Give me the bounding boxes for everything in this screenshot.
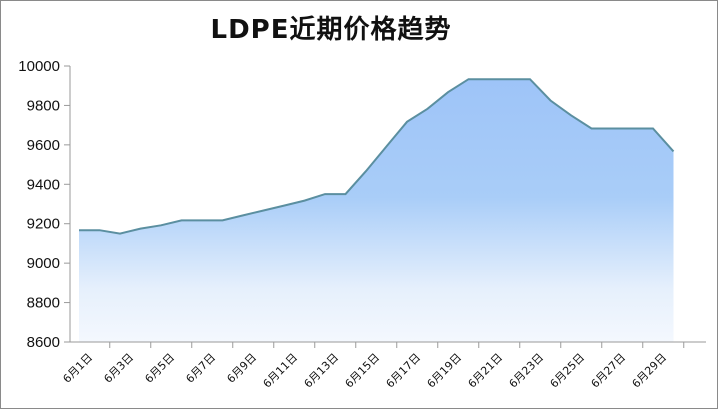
y-tick-label: 9400	[27, 176, 60, 193]
x-tick-label: 6月1日	[60, 351, 95, 386]
x-tick-label: 6月11日	[261, 351, 301, 391]
x-tick-label: 6月9日	[224, 351, 259, 386]
x-tick-label: 6月3日	[101, 351, 136, 386]
price-line	[79, 78, 675, 235]
y-tick-label: 8800	[27, 295, 60, 312]
data-point	[652, 128, 654, 130]
data-point	[119, 233, 121, 235]
x-tick-label: 6月13日	[302, 351, 342, 391]
data-point	[447, 91, 449, 93]
x-tick-label: 6月7日	[183, 351, 218, 386]
area-layer	[78, 78, 675, 342]
data-point	[488, 78, 490, 80]
data-point	[222, 219, 224, 221]
data-point	[324, 193, 326, 195]
data-point	[406, 121, 408, 123]
data-point	[427, 108, 429, 110]
x-tick-labels: 6月1日 6月3日 6月5日 6月7日 6月9日 6月11日 6月13日 6月15日 6月17日…	[60, 351, 669, 391]
data-point	[673, 150, 675, 152]
y-tick-label: 10000	[18, 58, 60, 75]
data-point	[509, 78, 511, 80]
x-tick-label: 6月15日	[343, 351, 383, 391]
data-point	[365, 170, 367, 172]
x-tick-label: 6月17日	[384, 351, 424, 391]
data-point	[160, 224, 162, 226]
axis-layer	[64, 65, 706, 348]
data-point	[632, 128, 634, 130]
data-point	[611, 128, 613, 130]
chart-title: LDPE近期价格趋势	[210, 15, 452, 45]
x-tick-label: 6月21日	[466, 351, 506, 391]
x-tick-label: 6月27日	[589, 351, 629, 391]
data-point	[570, 114, 572, 116]
x-tick-label: 6月25日	[548, 351, 588, 391]
y-tick-label: 8600	[27, 334, 60, 351]
data-point	[550, 100, 552, 102]
data-point	[263, 210, 265, 212]
data-point	[283, 205, 285, 207]
y-tick-label: 9600	[27, 137, 60, 154]
data-point	[181, 219, 183, 221]
data-point	[529, 78, 531, 80]
x-tick-label: 6月23日	[507, 351, 547, 391]
x-tick-label: 6月29日	[630, 351, 670, 391]
data-point	[201, 219, 203, 221]
data-point	[99, 229, 101, 231]
data-point	[468, 78, 470, 80]
x-tick-label: 6月19日	[425, 351, 465, 391]
data-point	[386, 145, 388, 147]
x-tick-label: 6月5日	[142, 351, 177, 386]
data-point	[345, 193, 347, 195]
data-point	[304, 200, 306, 202]
data-point	[140, 228, 142, 230]
data-point	[591, 128, 593, 130]
data-point	[78, 229, 80, 231]
y-tick-label: 9000	[27, 255, 60, 272]
data-point	[242, 214, 244, 216]
y-tick-label: 9200	[27, 216, 60, 233]
price-area-fill	[79, 79, 674, 342]
y-tick-labels: 8600 8800 9000 9200 9400 9600 9800 10000	[18, 58, 60, 351]
y-tick-label: 9800	[27, 97, 60, 114]
